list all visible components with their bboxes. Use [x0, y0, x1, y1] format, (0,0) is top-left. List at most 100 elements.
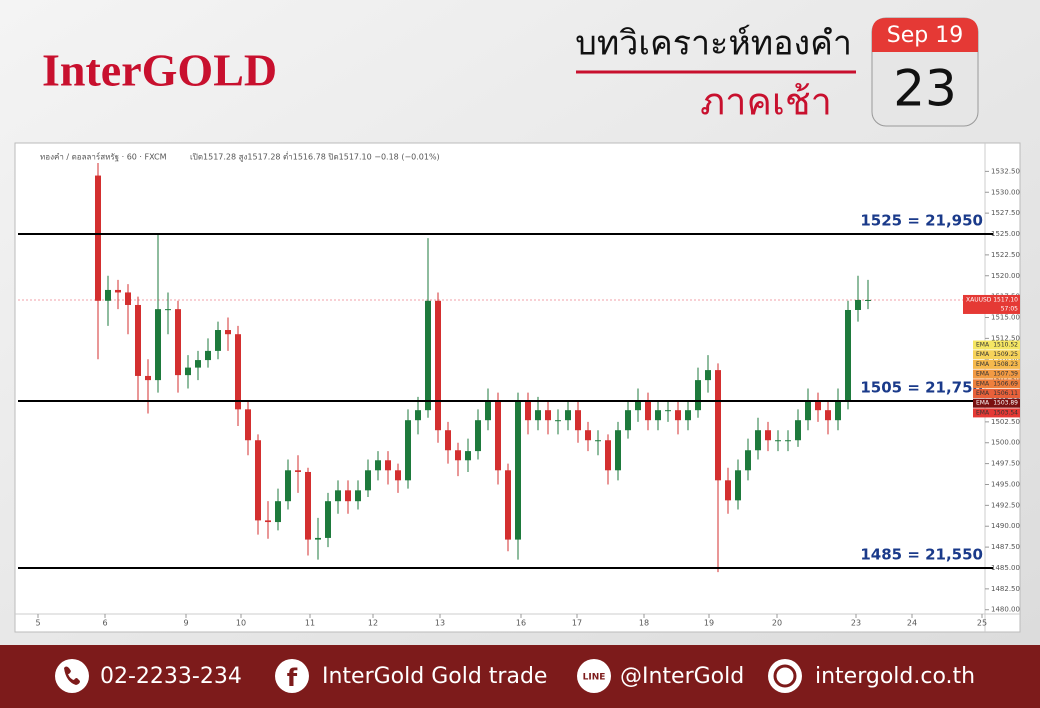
candle-body — [805, 400, 811, 421]
y-tick-label: 1512.50 — [991, 334, 1020, 342]
y-tick-label: 1492.50 — [991, 501, 1020, 509]
candle-body — [265, 520, 271, 523]
title: บทวิเคราะห์ทองคำ — [575, 24, 852, 64]
plot: 1480.00 1482.50 1485.00 1487.50 1490.00 1492.… — [18, 163, 1020, 628]
price-tag — [963, 294, 1020, 314]
y-tick-label: 1520.00 — [991, 272, 1020, 280]
phone-glyph — [64, 666, 80, 685]
x-tick-label: 6 — [102, 619, 107, 628]
x-tick-label: 23 — [851, 619, 861, 628]
candle-body — [735, 470, 741, 501]
candle-body — [865, 299, 871, 301]
y-tick-label: 1525.00 — [991, 230, 1020, 238]
candle-body — [665, 410, 671, 412]
price-tag-symbol: XAUUSD — [966, 296, 992, 303]
candle-body — [325, 501, 331, 538]
candle-body — [575, 410, 581, 431]
indicator-name: EMA — [976, 409, 990, 416]
candle-body — [505, 470, 511, 540]
facebook-icon — [275, 659, 309, 693]
candle-body — [615, 430, 621, 471]
candle-body — [355, 490, 361, 502]
candle-body — [375, 460, 381, 471]
indicator-tag — [973, 408, 1020, 418]
candle-body — [495, 400, 501, 471]
candle-body — [225, 330, 231, 335]
candle-body — [145, 375, 151, 381]
x-tick-label: 19 — [704, 619, 714, 628]
x-tick-label: 25 — [977, 619, 987, 628]
candle-body — [215, 330, 221, 351]
candle-body — [515, 400, 521, 540]
candle-body — [535, 410, 541, 421]
candle-body — [845, 309, 851, 401]
footer-website: intergold.co.th — [815, 664, 975, 689]
y-tick-label: 1487.50 — [991, 543, 1020, 551]
candle-body — [855, 299, 861, 310]
candle-body — [115, 289, 121, 293]
y-tick-label: 1480.00 — [991, 606, 1020, 614]
candle-body — [815, 400, 821, 411]
candle-body — [715, 370, 721, 481]
y-tick-label: 1532.50 — [991, 167, 1020, 175]
level-label: 1505 = 21,750 — [860, 378, 983, 396]
x-tick-label: 16 — [516, 619, 526, 628]
indicator-name: EMA — [976, 371, 990, 378]
candle-body — [185, 367, 191, 376]
indicator-value: 1509.25 — [993, 351, 1018, 358]
candle-body — [775, 440, 781, 442]
candle-body — [285, 470, 291, 502]
candle-body — [195, 360, 201, 368]
candle-body — [635, 400, 641, 411]
candle-body — [445, 430, 451, 451]
candle-body — [245, 409, 251, 441]
candle-body — [275, 501, 281, 523]
candle-body — [365, 470, 371, 491]
candle-body — [435, 300, 441, 431]
indicator-tag — [973, 398, 1020, 408]
candle-body — [725, 480, 731, 501]
line-icon — [577, 659, 611, 693]
candle-body — [595, 440, 601, 442]
candle-body — [385, 460, 391, 471]
candle-body — [695, 380, 701, 411]
candle-body — [125, 292, 131, 305]
calendar-day: 23 — [893, 60, 957, 118]
candle-body — [565, 410, 571, 421]
chart-frame — [14, 142, 1021, 633]
candle-body — [525, 400, 531, 421]
candle-body — [175, 309, 181, 376]
y-tick-label: 1482.50 — [991, 585, 1020, 593]
y-tick-label: 1510.00 — [991, 355, 1020, 363]
line-glyph: LINE — [583, 673, 606, 683]
x-tick-label: 10 — [236, 619, 246, 628]
candle-body — [745, 450, 751, 471]
candle-body — [645, 400, 651, 421]
candle-body — [765, 430, 771, 441]
indicator-name: EMA — [976, 400, 990, 407]
candle-body — [335, 490, 341, 502]
symbol-info: ทองคำ / ดอลลาร์สหรัฐ · 60 · FXCM — [40, 152, 167, 162]
y-tick-label: 1495.00 — [991, 480, 1020, 488]
web-glyph — [773, 664, 797, 688]
candle-body — [315, 537, 321, 540]
candle-body — [235, 334, 241, 410]
candle-body — [465, 451, 471, 461]
candle-body — [455, 450, 461, 461]
candle-body — [205, 350, 211, 361]
subtitle: ภาคเช้า — [700, 80, 832, 124]
candle-body — [105, 289, 111, 301]
x-tick-label: 12 — [368, 619, 378, 628]
calendar-header — [872, 18, 978, 52]
level-label: 1525 = 21,950 — [860, 212, 983, 230]
indicator-value: 1506.11 — [993, 390, 1018, 397]
x-tick-label: 13 — [435, 619, 445, 628]
candle-body — [95, 175, 101, 301]
y-tick-label: 1515.00 — [991, 313, 1020, 321]
candle-body — [585, 430, 591, 441]
candle-body — [475, 420, 481, 452]
indicator-name: EMA — [976, 361, 990, 368]
y-tick-label: 1502.50 — [991, 418, 1020, 426]
y-tick-label: 1490.00 — [991, 522, 1020, 530]
y-tick-label: 1527.50 — [991, 209, 1020, 217]
